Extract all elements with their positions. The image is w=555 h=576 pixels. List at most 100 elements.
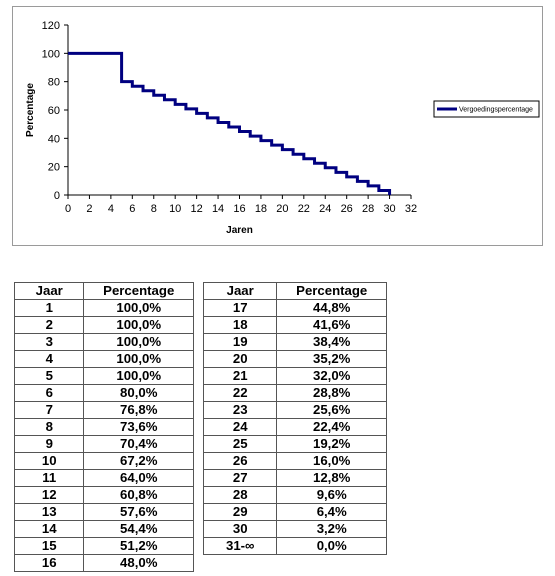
y-tick-label: 100 <box>42 48 60 60</box>
percentage-cell: 80,0% <box>83 384 194 402</box>
year-cell: 18 <box>202 316 278 334</box>
x-tick-label: 32 <box>405 203 417 215</box>
table-row: 26 16,0% <box>202 452 387 470</box>
percentage-cell: 25,6% <box>276 401 387 419</box>
year-cell: 6 <box>13 384 85 402</box>
table-row: 31-∞ 0,0% <box>202 537 387 555</box>
year-cell: 10 <box>13 452 85 470</box>
table-row: 23 25,6% <box>202 401 387 419</box>
x-tick-label: 24 <box>319 203 331 215</box>
percentage-cell: 9,6% <box>276 486 387 504</box>
table-row: 6 80,0% <box>13 384 194 402</box>
year-cell: 29 <box>202 503 278 521</box>
rate-table-left: Jaar Percentage 1 100,0% 2 100,0% 3 100,0% 4 10… <box>13 282 194 572</box>
table-row: 4 100,0% <box>13 350 194 368</box>
table-row: 16 48,0% <box>13 554 194 572</box>
percentage-cell: 6,4% <box>276 503 387 521</box>
x-axis-title: Jaren <box>226 225 253 236</box>
percentage-cell: 54,4% <box>83 520 194 538</box>
rate-table-right: Jaar Percentage 17 44,8% 18 41,6% 19 38,4% 20 3… <box>202 282 387 555</box>
percentage-cell: 100,0% <box>83 316 194 334</box>
year-cell: 24 <box>202 418 278 436</box>
x-tick-label: 20 <box>276 203 288 215</box>
percentage-cell: 19,2% <box>276 435 387 453</box>
percentage-cell: 12,8% <box>276 469 387 487</box>
percentage-header: Percentage <box>276 282 387 300</box>
percentage-cell: 73,6% <box>83 418 194 436</box>
year-cell: 13 <box>13 503 85 521</box>
year-cell: 16 <box>13 554 85 572</box>
year-cell: 14 <box>13 520 85 538</box>
table-row: 20 35,2% <box>202 350 387 368</box>
percentage-cell: 100,0% <box>83 350 194 368</box>
year-cell: 26 <box>202 452 278 470</box>
table-row: 19 38,4% <box>202 333 387 351</box>
year-cell: 12 <box>13 486 85 504</box>
table-row: 8 73,6% <box>13 418 194 436</box>
year-cell: 20 <box>202 350 278 368</box>
table-row: 17 44,8% <box>202 299 387 317</box>
table-row: 2 100,0% <box>13 316 194 334</box>
y-tick-label: 40 <box>48 133 60 145</box>
x-tick-label: 4 <box>108 203 114 215</box>
table-row: 28 9,6% <box>202 486 387 504</box>
percentage-cell: 67,2% <box>83 452 194 470</box>
table-row: 30 3,2% <box>202 520 387 538</box>
percentage-cell: 32,0% <box>276 367 387 385</box>
year-cell: 22 <box>202 384 278 402</box>
year-cell: 9 <box>13 435 85 453</box>
table-row: 9 70,4% <box>13 435 194 453</box>
year-cell: 23 <box>202 401 278 419</box>
percentage-cell: 57,6% <box>83 503 194 521</box>
chart-area: 0 20 40 60 80 100 120 0 2 4 6 8 10 12 14 16 18 20 22 24 26 28… <box>12 6 543 246</box>
year-cell: 11 <box>13 469 85 487</box>
percentage-header: Percentage <box>83 282 194 300</box>
x-tick-label: 6 <box>129 203 135 215</box>
year-cell: 28 <box>202 486 278 504</box>
table-row: 12 60,8% <box>13 486 194 504</box>
y-tick-label: 20 <box>48 162 60 174</box>
x-tick-label: 26 <box>341 203 353 215</box>
series-line <box>68 51 392 195</box>
percentage-cell: 3,2% <box>276 520 387 538</box>
year-cell: 2 <box>13 316 85 334</box>
year-cell: 3 <box>13 333 85 351</box>
year-cell: 21 <box>202 367 278 385</box>
percentage-cell: 16,0% <box>276 452 387 470</box>
percentage-cell: 41,6% <box>276 316 387 334</box>
table-header-row: Jaar Percentage <box>13 282 194 300</box>
x-tick-label: 10 <box>169 203 181 215</box>
table-row: 3 100,0% <box>13 333 194 351</box>
percentage-cell: 28,8% <box>276 384 387 402</box>
year-header: Jaar <box>13 282 85 300</box>
x-tick-label: 14 <box>212 203 224 215</box>
x-tick-label: 12 <box>191 203 203 215</box>
y-axis-title: Percentage <box>25 83 36 137</box>
year-cell: 7 <box>13 401 85 419</box>
year-cell: 25 <box>202 435 278 453</box>
table-row: 14 54,4% <box>13 520 194 538</box>
year-cell: 5 <box>13 367 85 385</box>
year-cell: 30 <box>202 520 278 538</box>
x-tick-label: 0 <box>65 203 71 215</box>
percentage-cell: 100,0% <box>83 333 194 351</box>
x-tick-label: 8 <box>151 203 157 215</box>
legend-box <box>433 100 540 118</box>
percentage-cell: 44,8% <box>276 299 387 317</box>
y-tick-label: 0 <box>54 190 60 202</box>
percentage-cell: 48,0% <box>83 554 194 572</box>
table-row: 24 22,4% <box>202 418 387 436</box>
percentage-cell: 100,0% <box>83 367 194 385</box>
x-tick-label: 18 <box>255 203 267 215</box>
year-cell: 15 <box>13 537 85 555</box>
table-row: 27 12,8% <box>202 469 387 487</box>
table-row: 7 76,8% <box>13 401 194 419</box>
x-tick-label: 22 <box>298 203 310 215</box>
table-row: 10 67,2% <box>13 452 194 470</box>
year-header: Jaar <box>202 282 278 300</box>
table-row: 29 6,4% <box>202 503 387 521</box>
x-tick-label: 28 <box>362 203 374 215</box>
percentage-cell: 0,0% <box>276 537 387 555</box>
y-tick-label: 120 <box>42 20 60 32</box>
